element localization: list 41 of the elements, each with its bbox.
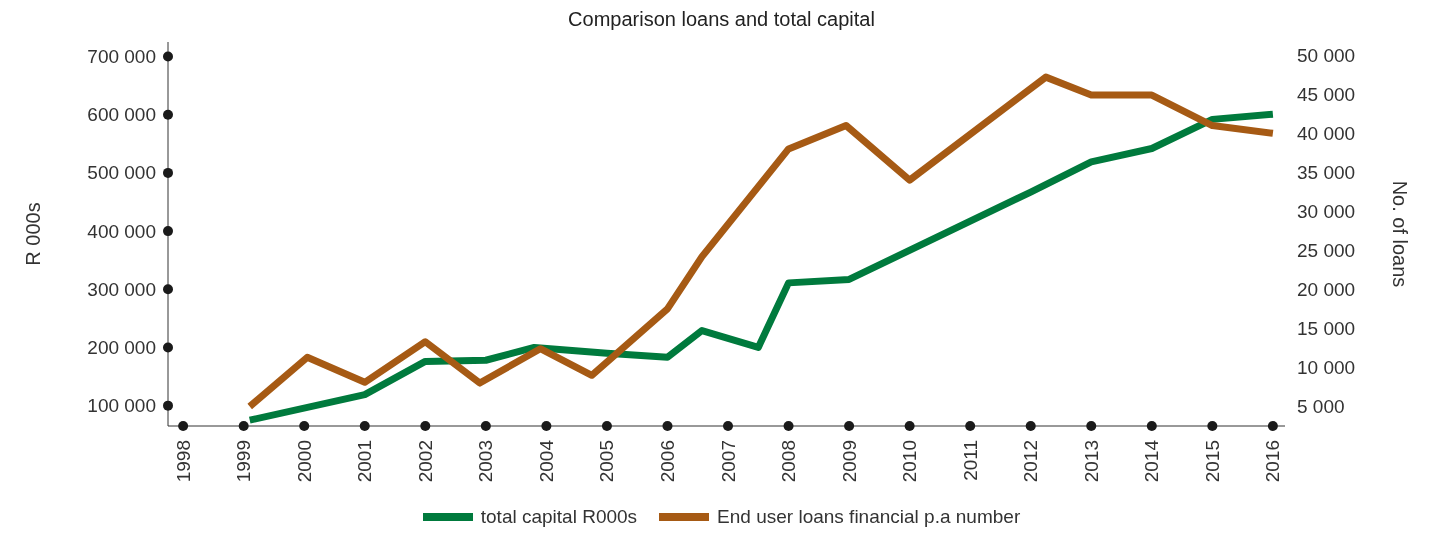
x-tick-label: 2005 <box>596 440 618 483</box>
y-tick-label: 500 000 <box>87 162 156 184</box>
x-tick-label: 2002 <box>414 440 436 483</box>
x-tick-label: 2011 <box>959 440 981 481</box>
y2-tick-label: 40 000 <box>1297 122 1356 144</box>
y2-tick-label: 10 000 <box>1297 356 1356 378</box>
x-tick-label: 2015 <box>1201 440 1223 483</box>
y-tick-label: 400 000 <box>87 220 156 242</box>
x-tick-label: 2003 <box>475 440 497 483</box>
y2-tick-label: 50 000 <box>1297 44 1356 66</box>
x-tick-label: 2013 <box>1080 440 1102 483</box>
x-tick-label: 2010 <box>899 440 921 483</box>
y2-tick-label: 15 000 <box>1297 317 1356 339</box>
y-tick-label: 100 000 <box>87 395 156 417</box>
y2-tick-label: 45 000 <box>1297 83 1356 105</box>
y2-tick-label: 30 000 <box>1297 200 1356 222</box>
legend-label: total capital R000s <box>480 506 638 528</box>
x-tick-label: 2006 <box>656 440 678 483</box>
legend-label: End user loans financial p.a number <box>717 506 1021 528</box>
x-tick-label: 2008 <box>778 440 800 483</box>
y-tick-label: 700 000 <box>87 46 156 68</box>
x-tick-label: 2016 <box>1262 440 1284 483</box>
y2-tick-label: 35 000 <box>1297 161 1356 183</box>
y2-tick-label: 5 000 <box>1297 395 1345 417</box>
x-tick-label: 2004 <box>535 439 557 483</box>
x-tick-label: 2001 <box>354 440 376 483</box>
x-tick-label: 1998 <box>172 440 194 483</box>
y-tick-label: 200 000 <box>87 336 156 358</box>
y2-tick-label: 20 000 <box>1297 278 1356 300</box>
y-tick-label: 300 000 <box>87 278 156 300</box>
x-tick-label: 2012 <box>1020 440 1042 483</box>
x-tick-label: 2007 <box>717 440 739 483</box>
x-tick-label: 2014 <box>1141 439 1163 483</box>
x-tick-label: 2009 <box>838 440 860 483</box>
x-tick-label: 2000 <box>293 440 315 483</box>
x-tick-label: 1999 <box>233 440 255 483</box>
y2-tick-label: 25 000 <box>1297 239 1356 261</box>
y2-axis-title: No. of loans <box>1388 180 1411 288</box>
y-tick-label: 600 000 <box>87 104 156 126</box>
y-axis-title: R 000s <box>22 202 45 266</box>
chart-title: Comparison loans and total capital <box>567 8 876 32</box>
